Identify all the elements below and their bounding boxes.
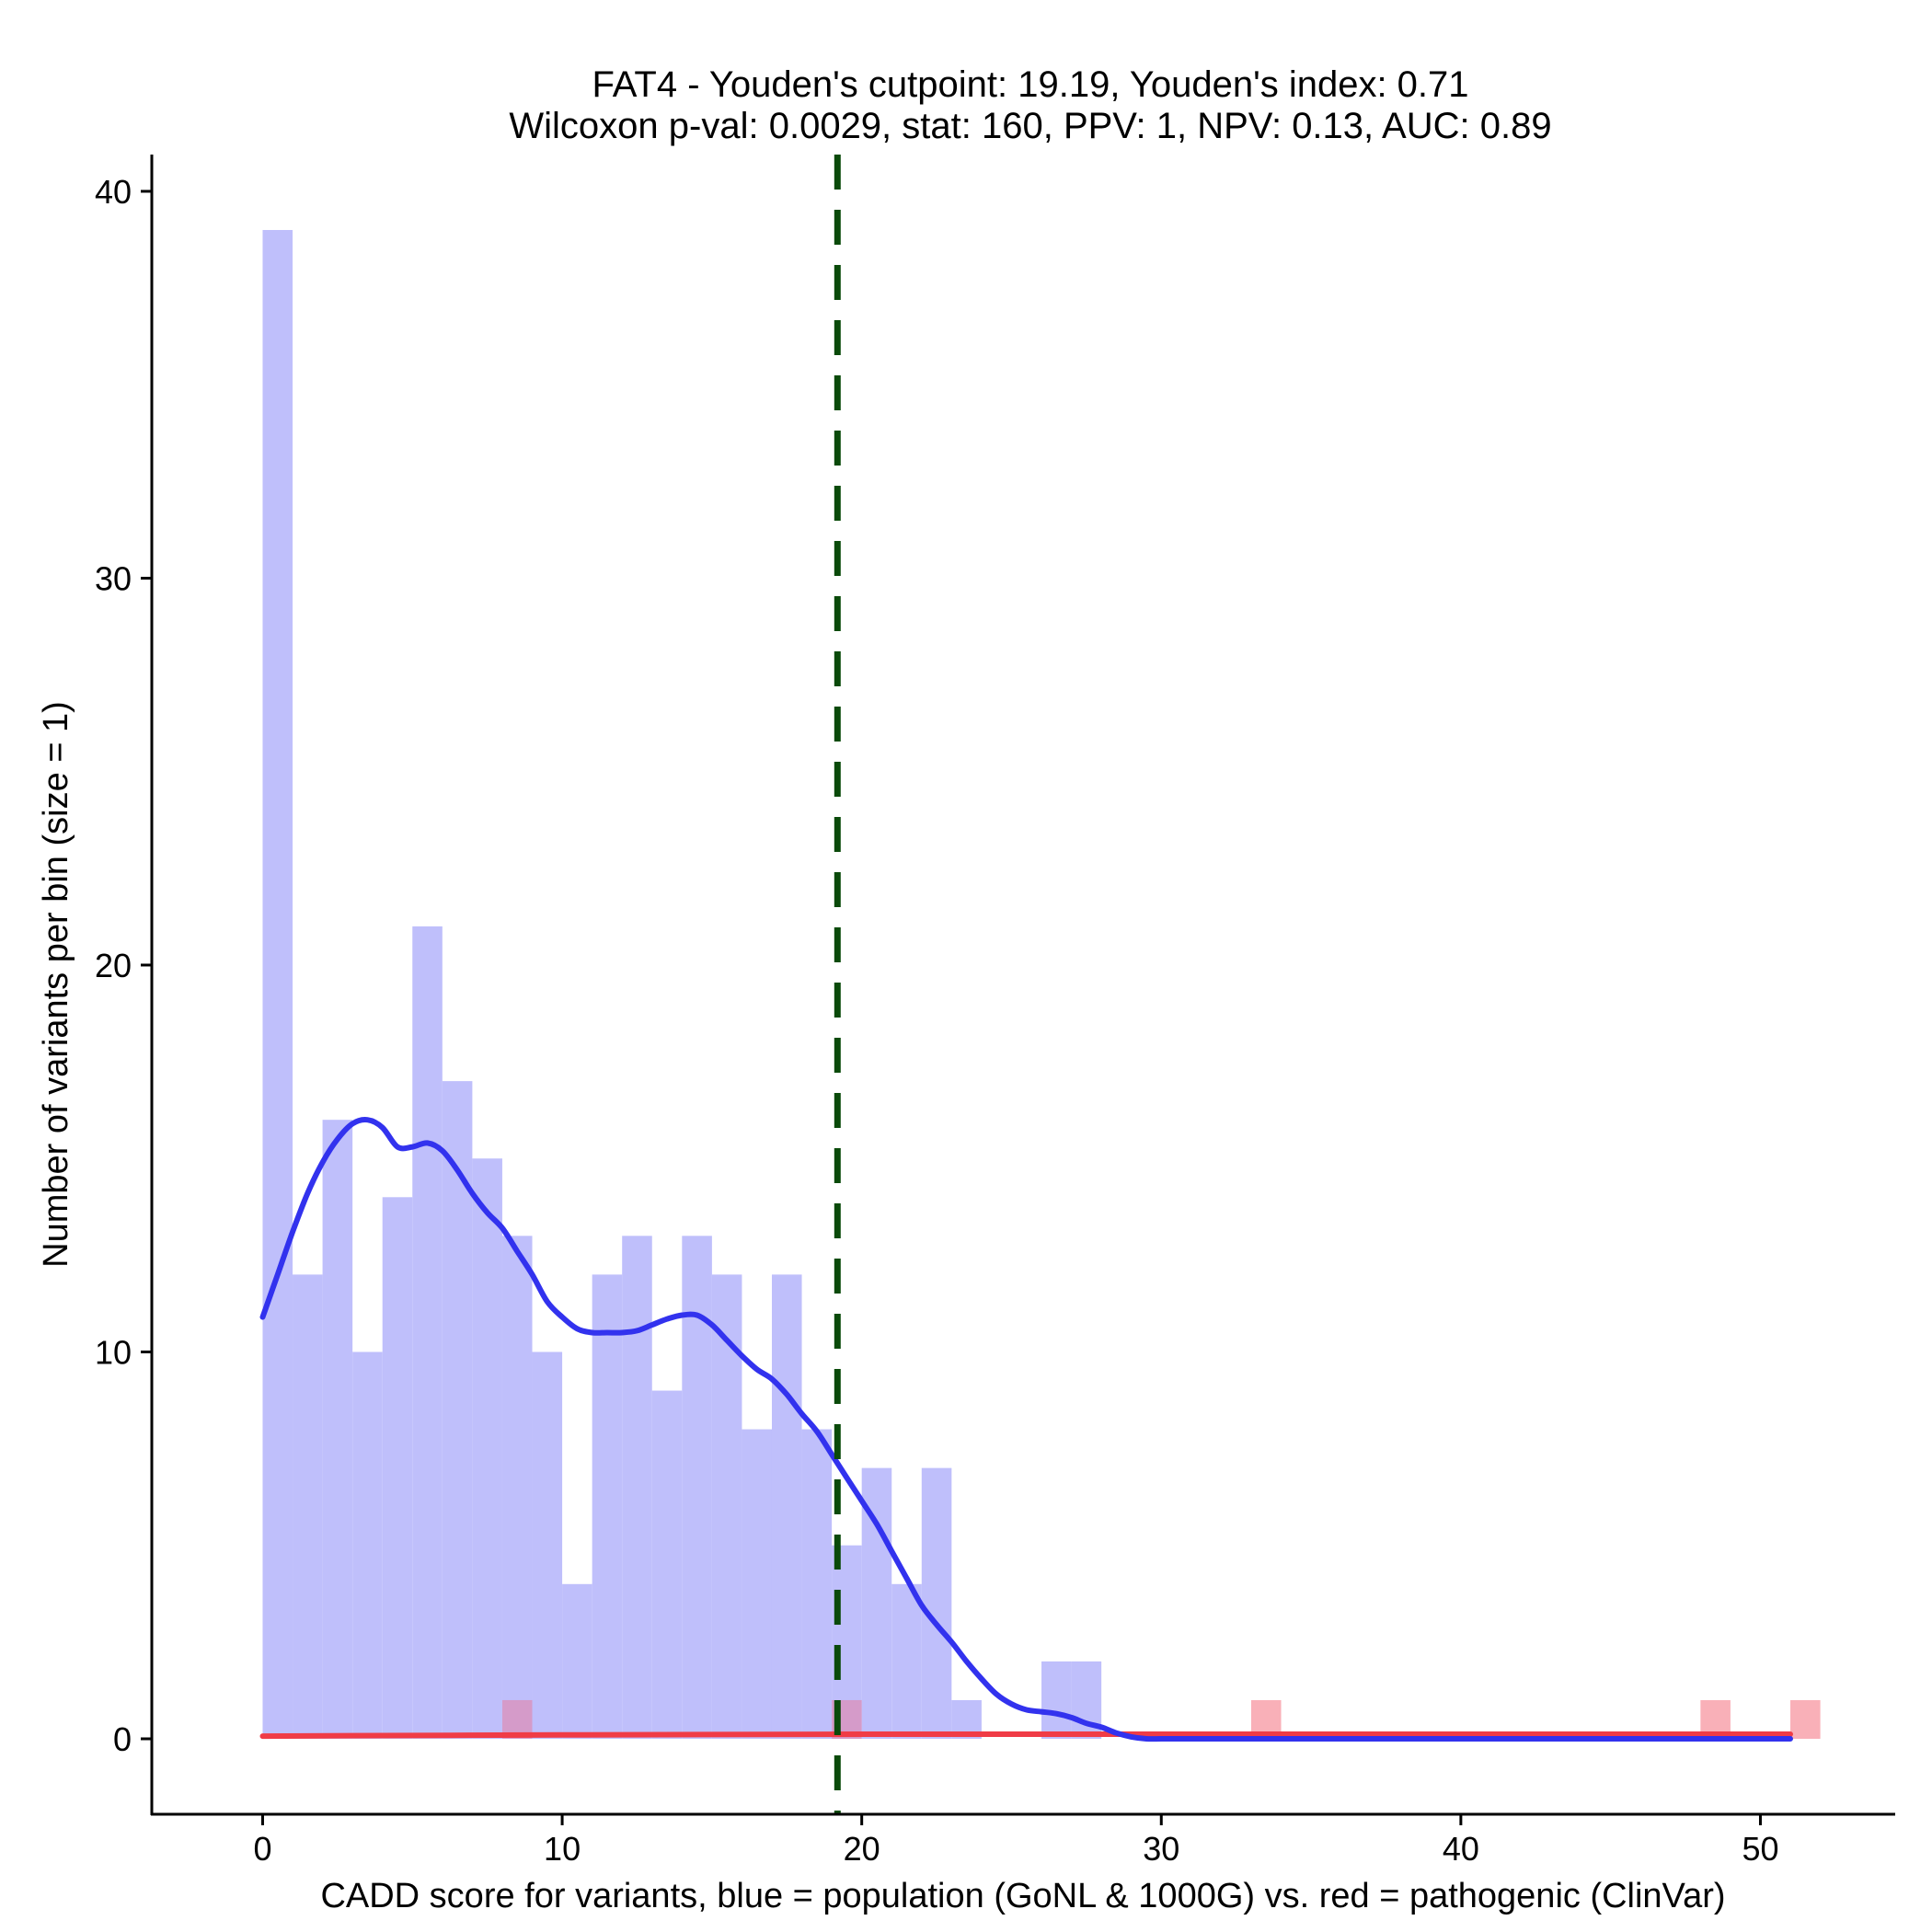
population-bar bbox=[622, 1236, 652, 1739]
population-bars bbox=[262, 230, 1102, 1739]
population-bar bbox=[352, 1351, 383, 1739]
population-bar bbox=[322, 1120, 353, 1739]
population-bar bbox=[891, 1583, 922, 1739]
population-bar bbox=[262, 230, 293, 1739]
population-bar bbox=[1041, 1661, 1072, 1739]
y-tick-label: 30 bbox=[95, 559, 132, 597]
population-bar bbox=[651, 1390, 683, 1739]
x-axis-title: CADD score for variants, blue = populati… bbox=[320, 1877, 1725, 1915]
population-bar bbox=[562, 1583, 592, 1739]
population-bar bbox=[921, 1467, 952, 1739]
y-tick-label: 10 bbox=[95, 1333, 132, 1371]
population-bar bbox=[592, 1274, 623, 1739]
chart-title-line-2: Wilcoxon p-val: 0.0029, stat: 160, PPV: … bbox=[509, 106, 1551, 146]
y-tick-label: 0 bbox=[113, 1720, 132, 1758]
population-bar bbox=[801, 1429, 833, 1739]
population-bar bbox=[771, 1274, 802, 1739]
y-axis-title: Number of variants per bin (size = 1) bbox=[37, 701, 75, 1268]
chart-title-line-1: FAT4 - Youden's cutpoint: 19.19, Youden'… bbox=[592, 64, 1468, 105]
population-bar bbox=[293, 1274, 323, 1739]
x-tick-label: 50 bbox=[1742, 1830, 1778, 1868]
x-tick-label: 0 bbox=[253, 1830, 271, 1868]
pathogenic-density-curve bbox=[259, 1731, 1793, 1740]
population-bar bbox=[501, 1236, 533, 1739]
x-tick-label: 20 bbox=[844, 1830, 880, 1868]
density-curves bbox=[259, 1117, 1793, 1742]
population-bar bbox=[472, 1158, 502, 1739]
x-tick-label: 30 bbox=[1143, 1830, 1179, 1868]
population-density-curve bbox=[259, 1117, 1793, 1742]
population-bar bbox=[682, 1236, 712, 1739]
population-bar bbox=[382, 1197, 413, 1739]
tick-labels: 0 10 20 30 40 50 0 10 20 30 40 bbox=[95, 173, 1779, 1868]
axes bbox=[150, 155, 1895, 1816]
population-bar bbox=[742, 1429, 772, 1739]
x-tick-label: 40 bbox=[1443, 1830, 1479, 1868]
x-tick-label: 10 bbox=[544, 1830, 581, 1868]
population-bar bbox=[442, 1081, 473, 1739]
population-bar bbox=[532, 1351, 563, 1739]
population-bar bbox=[412, 926, 443, 1739]
y-tick-label: 40 bbox=[95, 173, 132, 211]
pathogenic-bar bbox=[1790, 1699, 1821, 1739]
y-tick-label: 20 bbox=[95, 947, 132, 984]
